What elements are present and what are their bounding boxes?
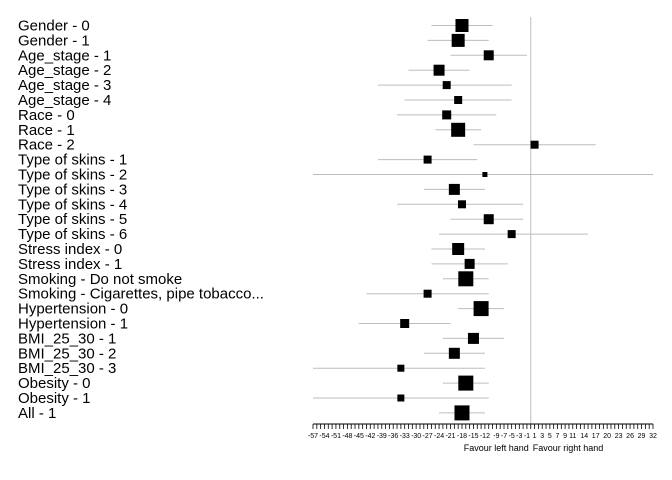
point-estimate-marker [473, 301, 489, 317]
point-estimate-marker [464, 258, 475, 269]
x-label-right: Favour right hand [533, 443, 604, 453]
ci-lines [313, 25, 653, 414]
point-estimate-marker [423, 155, 432, 164]
x-tick-label: -39 [377, 433, 387, 440]
point-estimate-marker [455, 19, 469, 32]
row-label: Stress index - 1 [18, 256, 122, 273]
point-estimate-marker [442, 81, 451, 90]
point-estimate-marker [483, 50, 494, 61]
row-label: BMI_25_30 - 2 [18, 345, 116, 362]
row-label: Smoking - Cigarettes, pipe tobacco... [18, 286, 264, 303]
x-tick-label: -57 [308, 433, 318, 440]
x-tick-label: 32 [649, 433, 657, 440]
row-label: Type of skins - 4 [18, 196, 127, 213]
row-label: Hypertension - 0 [18, 301, 128, 318]
x-axis-ticks [312, 424, 654, 429]
x-tick-label: 20 [603, 433, 611, 440]
x-tick-label: -21 [445, 433, 455, 440]
x-tick-label: -30 [411, 433, 421, 440]
x-tick-label: -12 [480, 433, 490, 440]
row-label: Hypertension - 1 [18, 316, 128, 333]
point-estimate-marker [397, 394, 405, 402]
point-estimate-marker [423, 289, 432, 298]
row-label: Obesity - 0 [18, 375, 91, 392]
point-estimate-marker [433, 64, 445, 76]
row-label: Smoking - Do not smoke [18, 271, 182, 288]
point-estimate-marker [482, 172, 488, 177]
x-tick-label: 1 [533, 433, 537, 440]
point-estimate-marker [448, 347, 460, 359]
x-tick-label: 9 [563, 433, 567, 440]
x-tick-label: -42 [365, 433, 375, 440]
x-label-left: Favour left hand [464, 443, 529, 453]
row-label: Type of skins - 2 [18, 167, 127, 184]
point-estimate-marker [397, 364, 405, 372]
row-label: Stress index - 0 [18, 241, 122, 258]
row-label: BMI_25_30 - 1 [18, 330, 116, 347]
x-tick-label: 29 [638, 433, 646, 440]
point-estimate-marker [458, 375, 474, 391]
x-axis: -57 -54 -51 -48 -45 -42 -39 -36 -33 -30 -27 -24 -21-… [308, 423, 657, 440]
row-label: Gender - 1 [18, 32, 90, 49]
point-estimate-marker [467, 332, 479, 344]
point-estimate-marker [483, 214, 494, 225]
x-tick-label: -3 [516, 433, 522, 440]
x-tick-label: 5 [548, 433, 552, 440]
x-tick-label: -9 [493, 433, 499, 440]
x-tick-label: -18 [457, 433, 467, 440]
x-tick-label: -24 [434, 433, 444, 440]
point-estimate-marker [400, 319, 410, 328]
row-label: BMI_25_30 - 3 [18, 360, 116, 377]
point-estimate-marker [457, 200, 466, 209]
point-estimate-marker [530, 140, 539, 149]
row-label: Race - 1 [18, 122, 75, 139]
row-label: Type of skins - 1 [18, 152, 127, 169]
x-axis-tick-labels: -57 -54 -51 -48 -45 -42 -39 -36 -33 -30 -27 -24 -21-… [308, 433, 657, 440]
x-tick-label: 23 [615, 433, 623, 440]
x-tick-label: -48 [342, 433, 352, 440]
x-tick-label: 3 [540, 433, 544, 440]
row-label: Type of skins - 5 [18, 211, 127, 228]
x-tick-label: -7 [501, 433, 507, 440]
row-label: Age_stage - 3 [18, 77, 111, 94]
row-label: Age_stage - 4 [18, 92, 111, 109]
x-tick-label: -54 [319, 433, 329, 440]
row-label: All - 1 [18, 405, 56, 422]
point-estimate-marker [448, 183, 460, 195]
row-label: Age_stage - 1 [18, 47, 111, 64]
x-tick-label: 7 [556, 433, 560, 440]
x-tick-label: -5 [509, 433, 515, 440]
x-tick-label: -51 [331, 433, 341, 440]
row-label: Age_stage - 2 [18, 62, 111, 79]
row-label: Race - 2 [18, 137, 75, 154]
point-estimate-marker [451, 33, 465, 47]
row-label: Obesity - 1 [18, 390, 91, 407]
markers [397, 19, 539, 421]
point-estimate-marker [452, 243, 465, 255]
point-estimate-marker [442, 110, 452, 120]
row-label: Type of skins - 6 [18, 226, 127, 243]
x-tick-label: -1 [524, 433, 530, 440]
x-tick-label: 26 [626, 433, 634, 440]
x-tick-label: -33 [400, 433, 410, 440]
x-tick-label: -36 [388, 433, 398, 440]
row-label: Race - 0 [18, 107, 75, 124]
x-tick-label: -15 [468, 433, 478, 440]
point-estimate-marker [451, 122, 466, 137]
x-tick-label: -45 [354, 433, 364, 440]
x-tick-label: 14 [580, 433, 588, 440]
point-estimate-marker [454, 405, 470, 421]
x-tick-label: 17 [592, 433, 600, 440]
x-tick-label: 11 [569, 433, 576, 440]
row-label: Gender - 0 [18, 18, 90, 35]
point-estimate-marker [458, 271, 474, 287]
point-estimate-marker [454, 96, 463, 104]
point-estimate-marker [507, 230, 516, 239]
row-label: Type of skins - 3 [18, 181, 127, 198]
x-tick-label: -27 [423, 433, 433, 440]
